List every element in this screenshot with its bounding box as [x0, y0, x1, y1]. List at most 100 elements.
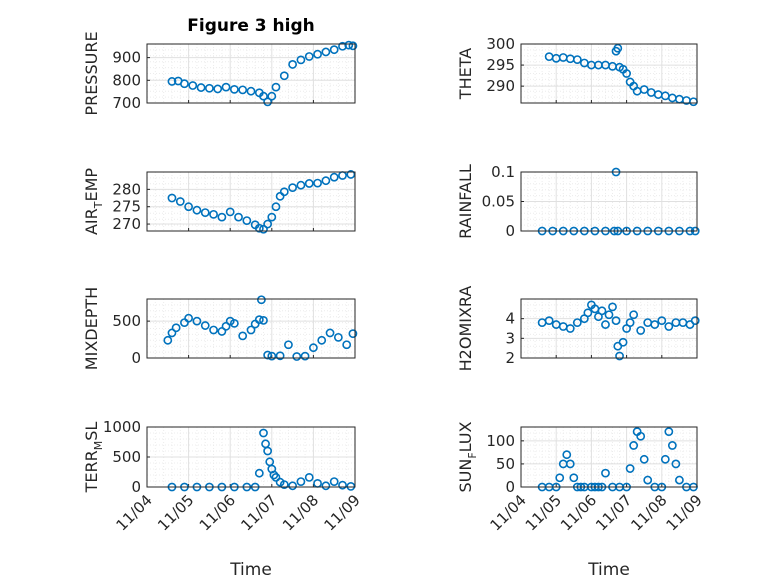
data-point	[163, 335, 173, 345]
data-point	[267, 91, 277, 101]
axes-frame	[520, 298, 698, 359]
data-point	[338, 480, 347, 490]
plot-area	[147, 299, 355, 358]
y-tick-label: 275	[112, 198, 141, 216]
data-point	[288, 60, 297, 69]
data-point	[304, 52, 314, 61]
y-axis-label-main: PRESSURE	[82, 31, 101, 115]
y-axis-label: THETA	[456, 48, 475, 100]
data-point	[188, 81, 198, 90]
data-point	[329, 477, 339, 486]
data-point	[639, 454, 649, 464]
data-point	[604, 310, 614, 320]
data-point	[313, 49, 322, 59]
y-axis-label: AIRTEMP	[82, 168, 105, 235]
data-point	[313, 178, 322, 188]
axes-frame	[146, 298, 356, 359]
y-tick-label: 500	[112, 312, 141, 330]
data-point	[267, 351, 277, 361]
data-point	[296, 477, 306, 486]
data-point	[601, 468, 610, 478]
y-axis-label-tail: LUX	[456, 421, 475, 452]
y-axis-label-main: H2OMIXRA	[456, 286, 475, 372]
data-point	[259, 91, 268, 101]
data-point	[180, 79, 189, 89]
data-point	[636, 326, 646, 335]
y-axis-label-main: RAINFALL	[456, 164, 475, 239]
data-point	[267, 212, 277, 222]
data-point	[171, 323, 181, 333]
y-tick-label: 0.05	[482, 193, 515, 211]
data-point	[572, 318, 582, 327]
axes-frame	[146, 43, 356, 104]
data-point	[321, 481, 331, 491]
data-point	[562, 450, 572, 460]
plot-area	[147, 44, 355, 103]
data-point	[238, 85, 248, 95]
y-tick-label: 3	[505, 329, 515, 347]
y-tick-label: 500	[112, 448, 141, 466]
data-point	[204, 83, 214, 93]
data-point	[346, 170, 356, 179]
data-point	[555, 473, 565, 483]
data-point	[275, 351, 285, 361]
y-tick-label: 4	[505, 310, 515, 328]
y-tick-label: 0	[505, 222, 515, 240]
data-point	[225, 207, 235, 217]
data-point	[200, 321, 210, 330]
data-point	[229, 84, 239, 94]
data-point	[221, 321, 231, 331]
panel-mixdepth: 0 500 MIXDEPTH	[82, 287, 358, 370]
data-point	[284, 340, 293, 350]
axes-frame	[520, 426, 698, 488]
y-axis-label-tail: SL	[82, 422, 101, 441]
data-point	[321, 176, 331, 186]
data-point	[263, 219, 273, 229]
data-point	[333, 332, 343, 342]
data-point	[342, 340, 352, 350]
data-point	[271, 202, 281, 212]
y-tick-label: 700	[112, 94, 141, 112]
y-axis-label: SUNFLUX	[456, 421, 479, 492]
figure-title: Figure 3 high	[187, 16, 315, 36]
data-point	[650, 320, 660, 329]
axes-frame	[520, 43, 698, 104]
data-point	[671, 459, 681, 469]
y-axis-label-subscript: T	[92, 201, 105, 209]
data-point	[271, 82, 281, 92]
data-point	[213, 84, 223, 94]
y-tick-label: 800	[112, 71, 141, 89]
data-point	[657, 316, 667, 326]
y-tick-label: 0	[131, 349, 141, 367]
axes-frame	[146, 426, 356, 488]
data-point	[613, 43, 623, 53]
y-tick-label: 1000	[103, 418, 141, 436]
data-point	[234, 212, 243, 222]
data-point	[346, 481, 356, 491]
data-point	[611, 316, 621, 326]
data-point	[184, 313, 193, 323]
data-point	[321, 47, 331, 57]
data-point	[629, 310, 639, 320]
data-point	[259, 315, 268, 325]
y-axis-label-main: AIR	[82, 208, 101, 235]
y-axis-label: RAINFALL	[456, 164, 475, 239]
panel-h2omixra: 2 34 H2OMIXRA	[456, 286, 700, 372]
data-point	[325, 328, 335, 338]
x-axis-label: Time	[229, 560, 272, 580]
y-tick-label: 2	[505, 349, 515, 367]
y-tick-label: 295	[486, 56, 515, 74]
data-point	[259, 428, 268, 438]
y-tick-label: 290	[486, 77, 515, 95]
y-tick-label: 0	[131, 478, 141, 496]
data-point	[184, 202, 193, 212]
panel-rainfall: 0 0.05 0.1 RAINFALL	[456, 163, 700, 240]
data-point	[664, 322, 674, 331]
data-point	[329, 45, 339, 55]
y-axis-label: PRESSURE	[82, 31, 101, 115]
data-point	[263, 446, 273, 456]
y-tick-label: 100	[486, 432, 515, 450]
